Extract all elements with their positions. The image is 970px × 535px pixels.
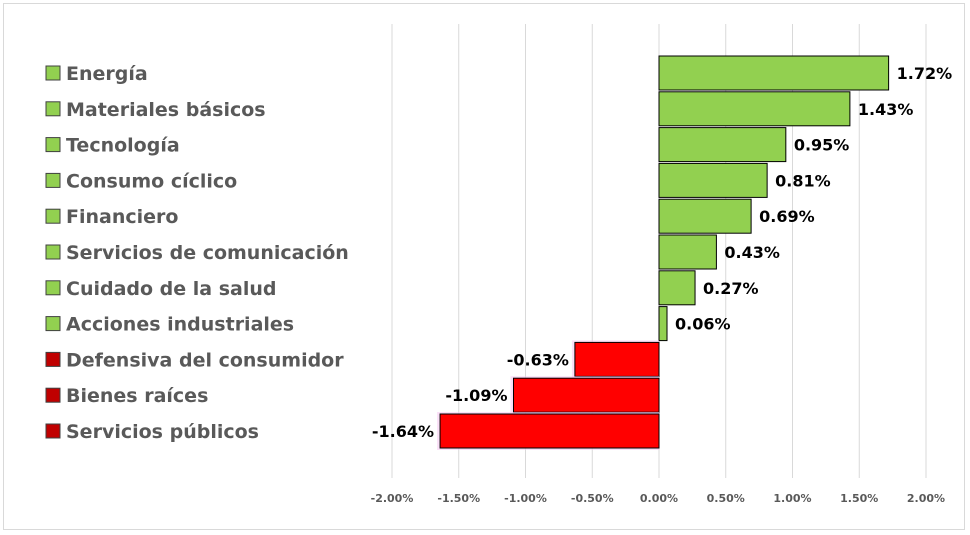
data-label: 0.81% — [775, 171, 831, 190]
legend-label: Servicios públicos — [66, 421, 259, 443]
legend-swatch — [45, 172, 61, 188]
x-axis-ticks: -2.00% -1.50% -1.00% -0.50% 0.00% 0.50% 1.00% 1… — [371, 492, 945, 505]
legend-swatch — [45, 351, 61, 367]
legend: Energía Materiales básicos Tecnología Consu… — [45, 63, 349, 443]
legend-swatch — [45, 387, 61, 403]
legend-label: Bienes raíces — [66, 385, 208, 407]
legend-swatch — [45, 208, 61, 224]
x-tick-label: 0.00% — [640, 492, 678, 505]
x-tick-label: -0.50% — [571, 492, 614, 505]
legend-label: Defensiva del consumidor — [66, 349, 344, 371]
legend-label: Tecnología — [66, 135, 180, 157]
bar — [574, 341, 660, 377]
bar — [512, 377, 660, 413]
legend-label: Acciones industriales — [66, 314, 294, 336]
x-tick-label: 0.50% — [707, 492, 745, 505]
x-tick-label: -1.50% — [437, 492, 480, 505]
data-label: -1.64% — [372, 422, 434, 441]
bar — [658, 306, 668, 342]
bar — [658, 270, 696, 306]
legend-swatch — [45, 65, 61, 81]
x-tick-label: -1.00% — [504, 492, 547, 505]
data-label: 1.72% — [897, 64, 953, 83]
legend-label: Materiales básicos — [66, 99, 266, 121]
legend-label: Energía — [66, 63, 148, 85]
legend-label: Cuidado de la salud — [66, 278, 277, 300]
legend-swatch — [45, 280, 61, 296]
x-tick-label: 2.00% — [907, 492, 945, 505]
x-tick-label: 1.00% — [773, 492, 811, 505]
legend-label: Financiero — [66, 206, 178, 228]
data-label: -1.09% — [445, 386, 507, 405]
data-labels-layer: 1.72% 1.43% 0.95% 0.81% 0.69% 0.43% 0.27% 0.06%… — [372, 64, 952, 441]
legend-label: Servicios de comunicación — [66, 242, 349, 264]
data-label: -0.63% — [507, 350, 569, 369]
data-label: 0.95% — [794, 136, 850, 155]
legend-label: Consumo cíclico — [66, 170, 237, 192]
data-label: 1.43% — [858, 100, 914, 119]
x-tick-label: -2.00% — [371, 492, 414, 505]
bar — [439, 413, 660, 449]
legend-swatch — [45, 423, 61, 439]
data-label: 0.43% — [724, 243, 780, 262]
bar — [658, 127, 787, 163]
bar — [658, 198, 752, 234]
data-label: 0.06% — [675, 315, 731, 334]
x-tick-label: 1.50% — [840, 492, 878, 505]
legend-swatch — [45, 244, 61, 260]
bar — [658, 55, 890, 91]
bars-layer — [437, 55, 890, 450]
data-label: 0.27% — [703, 279, 759, 298]
bar — [658, 234, 717, 270]
bar — [658, 91, 851, 127]
legend-swatch — [45, 316, 61, 332]
legend-swatch — [45, 137, 61, 153]
bar — [658, 162, 768, 198]
data-label: 0.69% — [759, 207, 815, 226]
grid-layer — [391, 24, 927, 478]
legend-swatch — [45, 101, 61, 117]
